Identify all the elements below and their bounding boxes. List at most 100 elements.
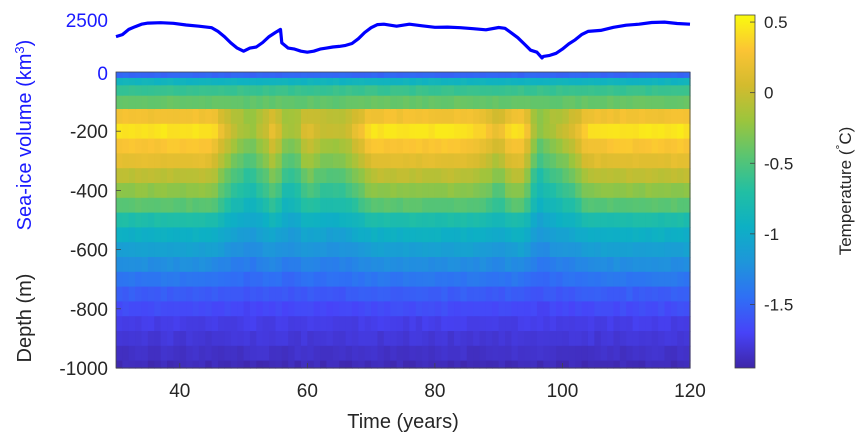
- heatmap-cell: [466, 301, 474, 317]
- heatmap-cell: [473, 183, 481, 199]
- heatmap-cell: [683, 109, 691, 125]
- heatmap-cell: [307, 183, 315, 199]
- heatmap-cell: [122, 271, 130, 288]
- heatmap-cell: [428, 85, 436, 97]
- heatmap-cell: [237, 286, 245, 302]
- heatmap-cell: [505, 360, 513, 369]
- heatmap-cell: [492, 183, 500, 199]
- heatmap-cell: [186, 109, 194, 125]
- heatmap-cell: [256, 212, 264, 228]
- heatmap-cell: [262, 138, 270, 154]
- heatmap-cell: [587, 72, 595, 79]
- heatmap-cell: [492, 286, 500, 302]
- heatmap-cell: [198, 271, 206, 288]
- heatmap-cell: [524, 72, 532, 79]
- heatmap-cell: [581, 242, 589, 258]
- heatmap-cell: [326, 77, 334, 86]
- heatmap-cell: [505, 72, 513, 79]
- heatmap-cell: [300, 168, 308, 184]
- heatmap-cell: [530, 72, 538, 79]
- heatmap-cell: [275, 109, 283, 125]
- heatmap-cell: [479, 123, 487, 140]
- heatmap-cell: [339, 168, 347, 184]
- heatmap-cell: [447, 138, 455, 154]
- heatmap-cell: [281, 72, 289, 79]
- heatmap-cell: [160, 168, 168, 184]
- heatmap-cell: [300, 109, 308, 125]
- heatmap-cell: [505, 197, 513, 214]
- heatmap-cell: [607, 242, 615, 258]
- sea-ice-volume-line: [115, 20, 691, 60]
- heatmap-cell: [313, 212, 321, 228]
- heatmap-cell: [116, 95, 123, 110]
- heatmap-cell: [409, 345, 417, 362]
- heatmap-cell: [536, 109, 544, 125]
- heatmap-cell: [275, 183, 283, 199]
- heatmap-cell: [269, 331, 277, 347]
- heatmap-cell: [511, 212, 519, 228]
- heatmap-cell: [568, 271, 576, 288]
- heatmap-cell: [549, 72, 557, 79]
- heatmap-cell: [358, 153, 366, 169]
- heatmap-cell: [479, 331, 487, 347]
- heatmap-cell: [549, 242, 557, 258]
- heatmap-cell: [396, 183, 404, 199]
- heatmap-cell: [390, 316, 398, 332]
- heatmap-cell: [670, 331, 678, 347]
- heatmap-cell: [205, 242, 213, 258]
- heatmap-cell: [339, 138, 347, 154]
- heatmap-cell: [549, 212, 557, 228]
- heatmap-cell: [638, 360, 646, 369]
- heatmap-cell: [441, 360, 449, 369]
- heatmap-cell: [670, 77, 678, 86]
- heatmap-cell: [492, 271, 500, 288]
- heatmap-cell: [511, 271, 519, 288]
- heatmap-cell: [626, 316, 634, 332]
- heatmap-cell: [638, 153, 646, 169]
- heatmap-cell: [460, 123, 468, 140]
- heatmap-cell: [581, 345, 589, 362]
- heatmap-cell: [466, 153, 474, 169]
- heatmap-cell: [173, 77, 181, 86]
- heatmap-cell: [677, 227, 685, 243]
- heatmap-cell: [619, 153, 627, 169]
- heatmap-cell: [568, 316, 576, 332]
- heatmap-cell: [154, 77, 162, 86]
- heatmap-cell: [371, 227, 379, 243]
- heatmap-cell: [313, 360, 321, 369]
- heatmap-cell: [587, 153, 595, 169]
- heatmap-cell: [613, 138, 621, 154]
- heatmap-cell: [549, 138, 557, 154]
- heatmap-cell: [122, 316, 130, 332]
- heatmap-cell: [307, 95, 315, 110]
- heatmap-cell: [409, 331, 417, 347]
- heatmap-cell: [594, 242, 602, 258]
- heatmap-cell: [237, 123, 245, 140]
- heatmap-cell: [454, 183, 461, 199]
- heatmap-cell: [320, 242, 328, 258]
- heatmap-cell: [543, 242, 551, 258]
- heatmap-cell: [198, 123, 206, 140]
- heatmap-cell: [300, 183, 308, 199]
- heatmap-cell: [422, 183, 430, 199]
- heatmap-cell: [594, 331, 602, 347]
- heatmap-cell: [135, 77, 143, 86]
- heatmap-cell: [320, 138, 328, 154]
- heatmap-cell: [351, 271, 359, 288]
- temperature-panel: 40 60 80 100 120 -200-400-600-800-1000: [59, 71, 706, 402]
- heatmap-cell: [160, 331, 168, 347]
- heatmap-cell: [428, 227, 436, 243]
- heatmap-cell: [281, 242, 289, 258]
- heatmap-cell: [409, 183, 417, 199]
- heatmap-cell: [607, 316, 615, 332]
- heatmap-cell: [645, 197, 653, 214]
- heatmap-cell: [371, 197, 379, 214]
- heatmap-cell: [135, 286, 143, 302]
- heatmap-cell: [568, 360, 576, 369]
- heatmap-cell: [441, 345, 449, 362]
- heatmap-cell: [664, 77, 672, 86]
- heatmap-cell: [428, 212, 436, 228]
- heatmap-cell: [434, 95, 442, 110]
- heatmap-cell: [141, 72, 149, 79]
- heatmap-cell: [498, 168, 506, 184]
